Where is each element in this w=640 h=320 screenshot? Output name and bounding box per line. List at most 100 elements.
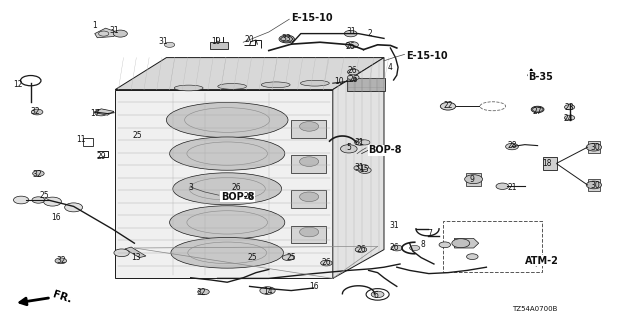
Text: FR.: FR. (51, 290, 73, 305)
Circle shape (586, 181, 602, 189)
Circle shape (300, 157, 319, 166)
Ellipse shape (171, 237, 284, 268)
Circle shape (13, 196, 29, 204)
Text: 14: 14 (262, 287, 273, 296)
Polygon shape (115, 58, 384, 90)
Polygon shape (588, 141, 600, 153)
Text: 5: 5 (346, 143, 351, 152)
Circle shape (164, 42, 175, 47)
Circle shape (95, 109, 108, 116)
Ellipse shape (218, 84, 246, 89)
Circle shape (452, 239, 470, 248)
Text: 16: 16 (51, 213, 61, 222)
Circle shape (564, 115, 575, 120)
Circle shape (410, 245, 420, 251)
Circle shape (531, 106, 544, 113)
Text: 28: 28 (508, 141, 516, 150)
Circle shape (243, 194, 254, 200)
Circle shape (33, 171, 44, 176)
Text: E-15-10: E-15-10 (406, 51, 448, 61)
Text: 10: 10 (334, 77, 344, 86)
Text: 3: 3 (188, 183, 193, 192)
Circle shape (355, 140, 366, 145)
Text: 20: 20 (244, 36, 255, 44)
Polygon shape (95, 109, 114, 115)
Polygon shape (532, 107, 543, 112)
Ellipse shape (173, 173, 282, 205)
Circle shape (439, 242, 451, 248)
Text: BOP-8: BOP-8 (368, 145, 401, 156)
Ellipse shape (170, 206, 285, 239)
FancyBboxPatch shape (347, 78, 385, 91)
Circle shape (300, 122, 319, 131)
FancyBboxPatch shape (210, 42, 228, 49)
Text: 17: 17 (90, 109, 100, 118)
Ellipse shape (166, 102, 288, 138)
Polygon shape (280, 36, 293, 42)
Text: 26: 26 (321, 258, 332, 267)
Circle shape (346, 42, 358, 48)
Text: 32: 32 (196, 288, 207, 297)
Circle shape (340, 145, 357, 153)
Circle shape (300, 227, 319, 237)
Text: 33: 33 (282, 34, 292, 43)
Circle shape (198, 289, 209, 295)
Text: 31: 31 (346, 28, 356, 36)
Circle shape (586, 143, 602, 151)
FancyBboxPatch shape (291, 155, 326, 173)
Circle shape (282, 255, 294, 260)
Circle shape (279, 35, 294, 43)
FancyBboxPatch shape (291, 190, 326, 208)
Text: 25: 25 (286, 253, 296, 262)
FancyBboxPatch shape (291, 120, 326, 138)
Circle shape (496, 183, 509, 189)
Text: B-35: B-35 (528, 72, 553, 82)
Text: 4: 4 (388, 63, 393, 72)
Circle shape (31, 109, 43, 115)
Text: 30: 30 (590, 143, 600, 152)
Text: 6: 6 (374, 292, 379, 300)
Text: 25: 25 (40, 191, 50, 200)
Text: 9: 9 (470, 175, 475, 184)
Text: 31: 31 (355, 164, 365, 172)
Polygon shape (125, 247, 146, 258)
Text: 7: 7 (428, 229, 433, 238)
Polygon shape (543, 157, 557, 170)
Circle shape (114, 249, 129, 257)
Text: 22: 22 (444, 101, 452, 110)
Text: 26: 26 (356, 245, 366, 254)
Ellipse shape (301, 80, 329, 86)
Text: 31: 31 (158, 37, 168, 46)
Text: 1: 1 (92, 21, 97, 30)
Text: 23: 23 (564, 103, 575, 112)
Polygon shape (115, 90, 333, 278)
Text: 32: 32 (56, 256, 66, 265)
Circle shape (300, 192, 319, 202)
Text: 13: 13 (131, 253, 141, 262)
Circle shape (358, 164, 369, 170)
Circle shape (32, 197, 45, 203)
Circle shape (354, 165, 365, 171)
Text: 11: 11 (76, 135, 85, 144)
Text: 32: 32 (32, 170, 42, 179)
Text: 26: 26 (348, 76, 358, 84)
Text: 26: 26 (389, 244, 399, 252)
Text: BOP-8: BOP-8 (221, 192, 254, 202)
Circle shape (348, 75, 359, 80)
Polygon shape (588, 179, 600, 191)
Text: 15: 15 (358, 165, 369, 174)
Text: 19: 19 (211, 37, 221, 46)
Circle shape (358, 167, 371, 173)
Text: 25: 25 (132, 132, 143, 140)
Text: 31: 31 (389, 221, 399, 230)
Circle shape (113, 30, 127, 37)
Circle shape (391, 245, 403, 251)
Circle shape (440, 102, 456, 110)
Text: 26: 26 (346, 42, 356, 51)
Text: 26: 26 (232, 183, 242, 192)
Text: 31: 31 (355, 138, 365, 147)
Text: E-15-10: E-15-10 (291, 12, 333, 23)
Text: 24: 24 (563, 114, 573, 123)
FancyBboxPatch shape (291, 226, 326, 243)
Text: 30: 30 (590, 181, 600, 190)
